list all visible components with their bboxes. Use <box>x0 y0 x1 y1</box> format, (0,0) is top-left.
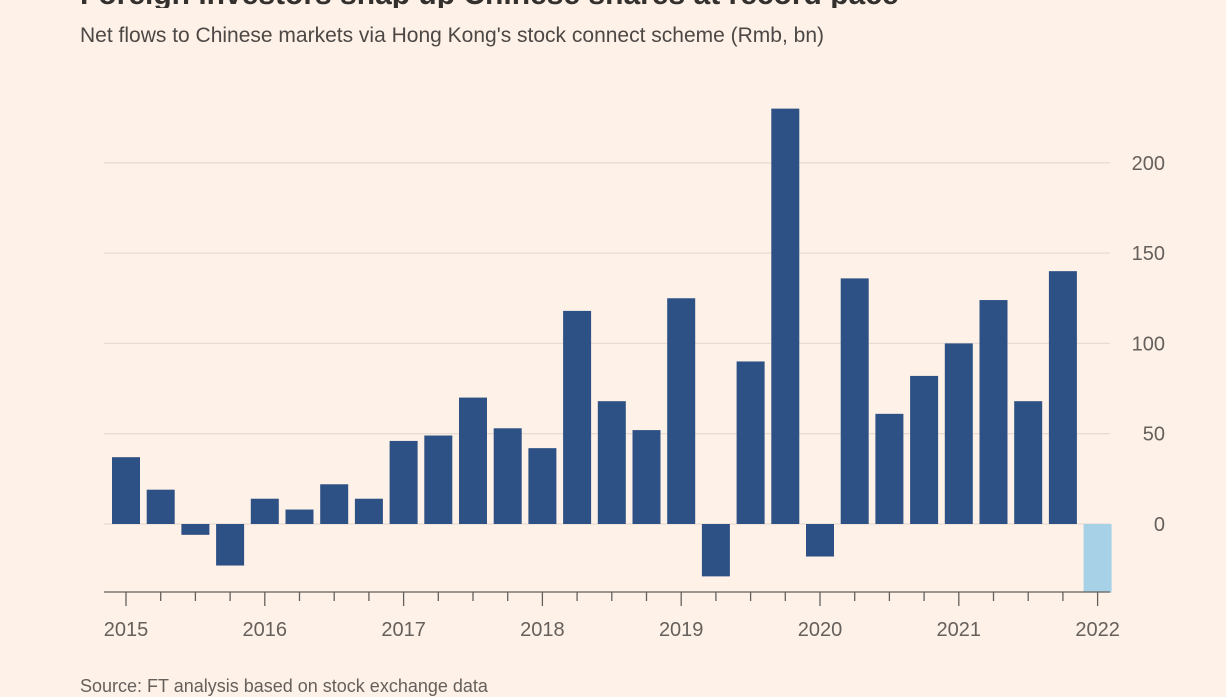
x-axis: 2015 2016 2017 2018 2019 2020 2021 2022 <box>104 591 1120 641</box>
bar-2019-q2 <box>701 524 730 577</box>
y-tick-label: 200 <box>1132 153 1165 175</box>
x-tick-label: 2022 <box>1075 619 1120 641</box>
x-tick-label: 2015 <box>104 619 149 641</box>
bar-2019-q4 <box>771 108 800 525</box>
bar-2015-q2 <box>146 489 175 524</box>
x-tick-label: 2019 <box>659 619 704 641</box>
bar-2015-q3 <box>181 524 210 535</box>
bar-2015-q4 <box>216 524 245 566</box>
bars <box>112 108 1112 593</box>
chart-title: Foreign investors snap up Chinese shares… <box>80 0 1180 8</box>
bar-2021-q1 <box>944 343 973 524</box>
bar-2016-q4 <box>354 498 383 524</box>
bar-2021-q4 <box>1048 271 1077 524</box>
bar-2020-q1 <box>806 524 834 557</box>
bar-2017-q3 <box>459 397 487 524</box>
bar-2020-q3 <box>875 413 904 524</box>
source-note: Source: FT analysis based on stock excha… <box>80 676 488 696</box>
y-tick-label: 100 <box>1132 333 1165 355</box>
bar-2020-q4 <box>910 375 939 524</box>
y-tick-label: 50 <box>1143 424 1165 446</box>
x-tick-label: 2021 <box>937 619 982 641</box>
y-tick-label: 0 <box>1154 514 1165 536</box>
bar-2022-q1 <box>1083 524 1112 593</box>
x-tick-label: 2018 <box>520 619 565 641</box>
bar-2019-q1 <box>667 298 696 524</box>
bar-2017-q1 <box>389 440 418 524</box>
bar-2015-q1 <box>112 457 140 524</box>
bar-2019-q3 <box>736 361 765 524</box>
bar-2020-q2 <box>840 278 869 524</box>
y-axis: 0 50 100 150 200 <box>1132 153 1165 536</box>
bar-2017-q4 <box>493 428 522 524</box>
bar-2016-q3 <box>320 484 349 524</box>
bar-2018-q3 <box>597 401 626 524</box>
chart-subtitle: Net flows to Chinese markets via Hong Ko… <box>80 24 824 47</box>
bar-2021-q3 <box>1014 401 1043 524</box>
bar-2018-q4 <box>632 430 661 524</box>
y-tick-label: 150 <box>1132 243 1165 265</box>
x-tick-label: 2017 <box>381 619 426 641</box>
bar-2016-q2 <box>285 509 314 524</box>
x-tick-label: 2016 <box>243 619 288 641</box>
bar-2018-q2 <box>563 310 592 524</box>
bar-2017-q2 <box>424 435 453 524</box>
x-tick-label: 2020 <box>798 619 843 641</box>
bar-2016-q1 <box>250 498 279 524</box>
bar-2018-q1 <box>528 448 557 524</box>
bar-2021-q2 <box>979 300 1008 524</box>
